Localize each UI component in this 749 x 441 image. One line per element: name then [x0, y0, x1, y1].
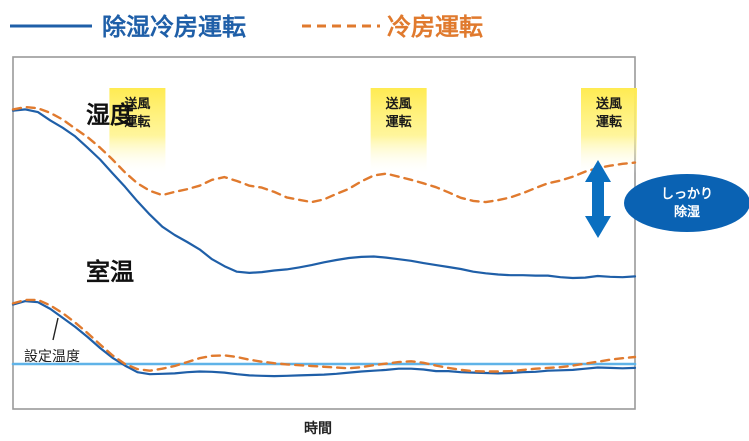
- fan-mode-badge-bg: [581, 88, 637, 174]
- callout-line: 除湿: [674, 204, 700, 220]
- fan-mode-badge-bg: [109, 88, 166, 174]
- plot-frame: [12, 56, 636, 410]
- callout: しっかり 除湿: [624, 174, 749, 232]
- fan-mode-badge-text: 送風: [385, 96, 412, 112]
- cooling-line: [11, 105, 637, 204]
- arrow-down-head: [585, 214, 611, 238]
- fan-mode-badge-text: 運転: [596, 114, 622, 130]
- setpoint-label: 設定温度: [24, 349, 80, 365]
- cooling-line: [11, 298, 637, 373]
- callout-line: しっかり: [661, 187, 713, 202]
- x-axis-label: 時間: [304, 420, 332, 437]
- double-arrow-icon: [585, 160, 611, 238]
- fan-mode-badge-text: 運転: [124, 114, 150, 130]
- setpoint-pointer: [52, 317, 59, 341]
- legend: 除湿冷房運転 冷房運転: [10, 13, 483, 41]
- room-temp-label: 室温: [86, 258, 134, 286]
- callout-bubble: [624, 174, 749, 232]
- humidity-label: 湿度: [86, 101, 135, 129]
- series-lines: [11, 105, 637, 378]
- fan-mode-badge-text: 送風: [595, 96, 622, 112]
- legend-label: 除湿冷房運転: [102, 13, 246, 41]
- fan-mode-badge-text: 送風: [123, 96, 150, 112]
- dehumid-cooling-line: [11, 108, 637, 280]
- fan-mode-badge-bg: [370, 88, 427, 174]
- legend-label: 冷房運転: [387, 13, 483, 41]
- arrow-up-head: [585, 160, 611, 214]
- fan-mode-badge-text: 運転: [386, 114, 412, 130]
- dehumid-cooling-line: [11, 300, 637, 378]
